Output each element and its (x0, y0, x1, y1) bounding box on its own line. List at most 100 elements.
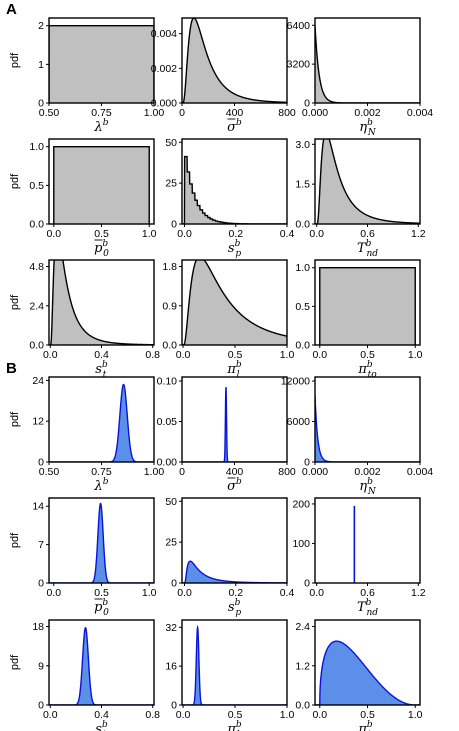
subplot-b-7: 0.0 0.4 0.8 0 9 18 pdf sbt (9, 619, 160, 731)
density-area (182, 561, 287, 583)
x-tick-label: 0.6 (360, 587, 375, 599)
x-tick-label: 0.4 (280, 587, 295, 599)
density-area (315, 395, 420, 462)
y-tick-label: 2 (38, 20, 44, 32)
y-tick-label: 0 (38, 98, 44, 110)
subplot-b-2: 0 400 800 0.00 0.05 0.10 σb (157, 376, 296, 494)
x-tick-label: 0.000 (302, 466, 328, 478)
density-area (182, 18, 287, 103)
x-tick-label: 0.5 (228, 349, 243, 361)
x-tick-label: 0.0 (177, 587, 192, 599)
y-tick-label: 0.5 (295, 301, 310, 313)
y-tick-label: 0.0 (29, 219, 44, 231)
x-tick-label: 0.0 (46, 587, 61, 599)
density-area (49, 503, 154, 583)
x-tick-label: 0.5 (94, 228, 109, 240)
y-tick-label: 0 (171, 578, 177, 590)
subplot-b-1: 0.50 0.75 1.00 0 12 24 pdf λb (9, 375, 164, 494)
y-tick-label: 25 (165, 178, 177, 190)
density-area (315, 139, 420, 224)
density-curve (319, 267, 416, 345)
y-axis-label: pdf (9, 294, 21, 310)
y-tick-label: 1 (38, 59, 44, 71)
y-tick-label: 0 (304, 578, 310, 590)
x-axis-label: pb 0 (94, 239, 109, 259)
x-tick-label: 0.004 (407, 107, 433, 119)
density-curve (182, 260, 287, 345)
x-tick-label: 800 (278, 466, 296, 478)
axes-frame (181, 497, 288, 584)
x-tick-label: 0.4 (94, 349, 109, 361)
y-tick-label: 1.2 (295, 660, 310, 672)
x-tick-label: 0.6 (360, 228, 375, 240)
y-tick-label: 0.05 (157, 416, 178, 428)
x-tick-label: 1.00 (144, 107, 165, 119)
x-tick-label: 0.0 (309, 587, 324, 599)
panel-label-b: B (6, 360, 17, 377)
y-tick-label: 0.10 (157, 376, 178, 388)
axes-frame (181, 619, 288, 706)
y-axis-label: pdf (9, 654, 21, 670)
y-tick-label: 1.5 (295, 179, 310, 191)
x-axis-label: Tb nd (357, 598, 378, 618)
y-tick-label: 7 (38, 539, 44, 551)
y-tick-label: 0 (304, 457, 310, 469)
x-tick-label: 0.2 (228, 587, 243, 599)
density-curve (49, 627, 154, 705)
density-curve (315, 139, 420, 224)
density-area (49, 260, 154, 345)
subplot-a-5: 0.0 0.2 0.4 0 25 50 sb p (165, 137, 294, 259)
x-tick-label: 0.2 (228, 228, 243, 240)
x-tick-label: 1.0 (142, 228, 157, 240)
y-tick-label: 25 (165, 537, 177, 549)
axes-frame (314, 497, 421, 584)
density-curve (315, 25, 420, 103)
panel-label-a: A (6, 1, 17, 18)
y-tick-label: 24 (32, 375, 44, 387)
y-tick-label: 18 (32, 621, 44, 633)
density-area (319, 267, 416, 345)
x-tick-label: 0.8 (145, 349, 160, 361)
x-tick-label: 0.0 (176, 349, 191, 361)
density-area (49, 384, 154, 462)
y-tick-label: 0.9 (162, 300, 177, 312)
y-tick-label: 0.5 (29, 180, 44, 192)
x-tick-label: 0.50 (39, 466, 60, 478)
y-tick-label: 3.0 (295, 139, 310, 151)
x-tick-label: 0.0 (43, 709, 58, 721)
density-area (315, 25, 420, 103)
y-tick-label: 12000 (281, 376, 310, 388)
y-tick-label: 3200 (287, 59, 311, 71)
y-tick-label: 0.0 (295, 219, 310, 231)
x-tick-label: 0.4 (94, 709, 109, 721)
axes-frame (48, 376, 155, 463)
x-tick-label: 0.002 (354, 107, 380, 119)
subplot-b-4: 0.0 0.5 1.0 0 7 14 pdf pb 0 (9, 497, 157, 618)
x-tick-label: 0.002 (354, 466, 380, 478)
axes-frame (314, 17, 421, 104)
x-axis-label: Tb nd (357, 239, 378, 259)
y-tick-label: 0.002 (151, 63, 177, 75)
x-tick-label: 1.00 (144, 466, 165, 478)
density-curve (315, 640, 420, 705)
y-tick-label: 0.0 (162, 340, 177, 352)
density-curve (315, 395, 420, 462)
subplot-a-8: 0.0 0.5 1.0 0.0 0.9 1.8 πb l (162, 259, 294, 380)
axes-frame (48, 619, 155, 706)
y-tick-label: 1.0 (295, 262, 310, 274)
x-tick-label: 0.5 (360, 349, 375, 361)
y-tick-label: 0.004 (151, 28, 177, 40)
y-tick-label: 32 (165, 622, 177, 634)
axes-frame (181, 376, 288, 463)
subplot-b-6: 0.0 0.6 1.2 0 100 200 Tb nd (292, 497, 426, 618)
y-axis-label: pdf (9, 532, 21, 548)
subplot-a-3: 0.000 0.002 0.004 0 3200 6400 ηb N (287, 17, 433, 138)
x-tick-label: 0.000 (302, 107, 328, 119)
x-tick-label: 0.0 (46, 228, 61, 240)
x-axis-label: σb (227, 477, 242, 494)
x-tick-label: 0.0 (309, 228, 324, 240)
